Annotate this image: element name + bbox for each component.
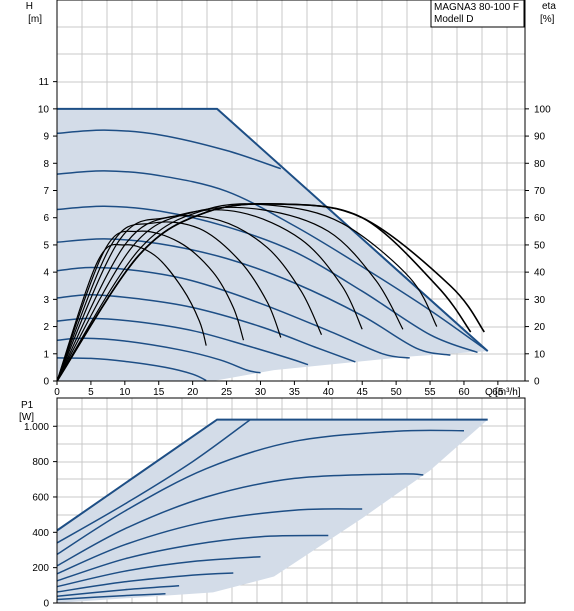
power-tick-label: 600	[32, 492, 49, 503]
eta-tick-label: 20	[534, 322, 546, 333]
power-chart-frame	[56, 397, 526, 604]
power-curve	[56, 418, 251, 544]
eta-tick-label: 90	[534, 132, 546, 143]
head-tick-label: 5	[43, 240, 49, 251]
head-tick-label: 4	[43, 268, 49, 279]
eta-tick-label: 60	[534, 213, 546, 224]
head-curve	[56, 317, 309, 366]
head-tick-label: 8	[43, 159, 49, 170]
power-curve	[56, 572, 234, 593]
power-chart: 0 200 400 600 800 1.000 P1 [W]	[19, 397, 526, 610]
efficiency-curve	[56, 243, 207, 382]
power-curves	[56, 418, 488, 601]
efficiency-curve	[56, 230, 245, 382]
eta-tick-label: 50	[534, 240, 546, 251]
head-tick-label: 0	[43, 377, 49, 388]
q-tick-label: 5	[88, 387, 94, 398]
head-tick-label: 6	[43, 213, 49, 224]
power-curve	[56, 418, 488, 532]
power-curve	[56, 555, 261, 588]
q-axis-label-q: Q	[485, 387, 493, 398]
eta-tick-label: 30	[534, 295, 546, 306]
power-curve	[56, 534, 329, 582]
q-tick-label: 35	[289, 387, 301, 398]
efficiency-curve	[56, 206, 404, 382]
q-tick-label: 20	[187, 387, 199, 398]
power-operating-area	[57, 419, 488, 603]
power-curve	[56, 508, 363, 575]
power-axis-label-line1: P1	[21, 400, 34, 411]
head-tick-label: 9	[43, 132, 49, 143]
power-axis-ticks: 0 200 400 600 800 1.000	[24, 422, 57, 610]
efficiency-curve	[56, 203, 438, 382]
chart-subtitle: Modell D	[434, 14, 473, 25]
efficiency-curves	[56, 202, 485, 382]
q-tick-label: 40	[323, 387, 335, 398]
power-tick-label: 0	[43, 599, 49, 610]
head-curve	[56, 337, 261, 374]
q-tick-label: 65	[492, 387, 504, 398]
eta-axis-ticks: 0 10 20 30 40 50 60 70 80 90 100	[525, 104, 551, 388]
eta-tick-label: 40	[534, 268, 546, 279]
head-tick-label: 11	[39, 77, 50, 88]
head-curve	[57, 107, 489, 352]
q-tick-label: 15	[153, 387, 165, 398]
power-tick-label: 200	[32, 563, 49, 574]
head-efficiency-chart: 0 5 10 15 20 25 30 35 40 45 50 55 60 65 0123456789101…	[26, 0, 556, 398]
power-curve	[56, 429, 465, 556]
eta-tick-label: 80	[534, 159, 546, 170]
head-axis-ticks: 0 1 2 3 4 5 6 7 8 9 10 11	[38, 77, 57, 388]
q-tick-label: 60	[458, 387, 470, 398]
power-curve	[56, 473, 424, 567]
q-tick-label: 55	[424, 387, 436, 398]
eta-tick-label: 0	[534, 377, 540, 388]
q-tick-label: 25	[221, 387, 233, 398]
efficiency-curve	[56, 221, 282, 382]
title-box: MAGNA3 80-100 F Modell D	[430, 0, 525, 28]
q-tick-label: 45	[357, 387, 369, 398]
q-tick-label: 10	[119, 387, 131, 398]
power-curve	[56, 593, 166, 601]
q-tick-label: 30	[255, 387, 267, 398]
q-tick-label: 50	[391, 387, 403, 398]
eta-tick-label: 100	[534, 104, 551, 115]
title-box-frame	[430, 0, 525, 28]
head-tick-label: 3	[43, 295, 49, 306]
chart-title: MAGNA3 80-100 F	[434, 2, 519, 13]
head-axis-label-line2: [m]	[28, 14, 42, 25]
head-tick-label: 2	[43, 322, 49, 333]
power-tick-label: 400	[32, 528, 49, 539]
eta-axis-label-line1: eta	[542, 1, 556, 12]
q-tick-label: 0	[54, 387, 60, 398]
efficiency-curve	[56, 202, 472, 382]
head-curve	[56, 205, 478, 354]
head-curve	[56, 129, 282, 170]
power-axis-label-line2: [W]	[19, 412, 34, 423]
power-curve	[56, 584, 180, 598]
q-axis-ticks: 0 5 10 15 20 25 30 35 40 45 50 55 60 65	[54, 381, 504, 398]
eta-tick-label: 10	[534, 349, 546, 360]
eta-axis-label-line2: [%]	[540, 14, 555, 25]
q-axis-label-unit: [m³/h]	[495, 387, 521, 398]
head-axis-label-line1: H	[26, 1, 33, 12]
head-tick-label: 1	[43, 349, 49, 360]
efficiency-curve	[56, 215, 323, 382]
efficiency-curve	[56, 209, 363, 382]
head-tick-label: 7	[43, 186, 49, 197]
power-tick-label: 1.000	[24, 422, 49, 433]
eta-tick-label: 70	[534, 186, 546, 197]
head-curve	[56, 357, 207, 382]
power-tick-label: 800	[32, 457, 49, 468]
head-tick-label: 10	[38, 104, 50, 115]
